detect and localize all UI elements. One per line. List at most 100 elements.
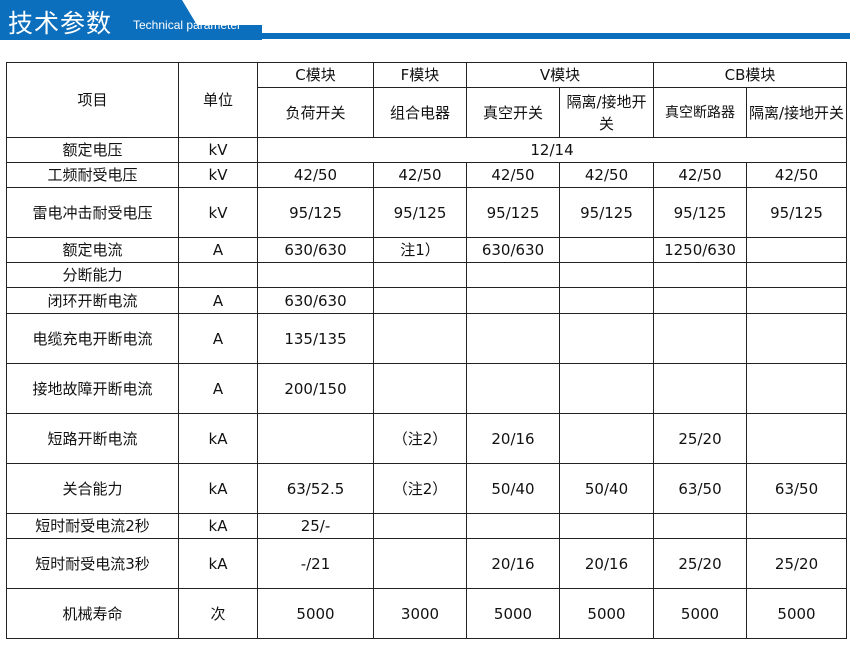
row-label: 短时耐受电流2秒 xyxy=(6,513,179,539)
row-value xyxy=(558,262,655,288)
row-value: 25/20 xyxy=(653,413,748,464)
header-unit: 单位 xyxy=(178,62,258,138)
row-value xyxy=(653,287,748,314)
row-value xyxy=(257,413,374,464)
row-value: 95/125 xyxy=(373,187,467,238)
row-label: 电缆充电开断电流 xyxy=(6,313,179,364)
row-label: 额定电压 xyxy=(6,137,179,163)
row-value xyxy=(653,363,748,414)
group-cb: CB模块 xyxy=(653,62,848,88)
group-c: C模块 xyxy=(257,62,374,88)
row-value: 5000 xyxy=(466,588,560,639)
row-value xyxy=(746,262,848,288)
row-value: 630/630 xyxy=(257,237,374,263)
row-unit: A xyxy=(178,287,258,314)
row-value xyxy=(466,513,560,539)
row-label: 额定电流 xyxy=(6,237,179,263)
row-value: 95/125 xyxy=(466,187,560,238)
row-value: 5000 xyxy=(653,588,748,639)
row-value: 42/50 xyxy=(257,162,374,188)
row-value xyxy=(373,262,467,288)
row-value: 50/40 xyxy=(558,463,655,514)
row-unit: kV xyxy=(178,187,258,238)
row-label: 分断能力 xyxy=(6,262,179,288)
row-value: 3000 xyxy=(373,588,467,639)
row-value xyxy=(746,413,848,464)
row-value: （注2） xyxy=(373,413,467,464)
row-value xyxy=(558,513,655,539)
row-value: 95/125 xyxy=(558,187,655,238)
row-value xyxy=(466,313,560,364)
row-value: 630/630 xyxy=(466,237,560,263)
row-value: 42/50 xyxy=(558,162,655,188)
row-unit: A xyxy=(178,363,258,414)
row-value xyxy=(257,262,374,288)
row-value: 63/52.5 xyxy=(257,463,374,514)
row-value: 25/20 xyxy=(746,538,848,589)
row-value xyxy=(746,287,848,314)
row-value: 5000 xyxy=(558,588,655,639)
table-row: 分断能力 xyxy=(6,262,848,288)
row-label: 闭环开断电流 xyxy=(6,287,179,314)
row-value xyxy=(558,237,655,263)
row-value: 50/40 xyxy=(466,463,560,514)
row-value: 20/16 xyxy=(466,538,560,589)
row-value: 200/150 xyxy=(257,363,374,414)
table-row: 电缆充电开断电流 A 135/135 xyxy=(6,313,848,364)
row-unit: 次 xyxy=(178,588,258,639)
sub-header: 隔离/接地开关 xyxy=(746,87,848,138)
sub-header: 组合电器 xyxy=(373,87,467,138)
row-value xyxy=(558,313,655,364)
row-value xyxy=(653,262,748,288)
row-label: 接地故障开断电流 xyxy=(6,363,179,414)
table-row: 接地故障开断电流 A 200/150 xyxy=(6,363,848,414)
row-value xyxy=(746,237,848,263)
row-value: 25/20 xyxy=(653,538,748,589)
row-unit: A xyxy=(178,237,258,263)
row-unit: kA xyxy=(178,513,258,539)
row-value: 63/50 xyxy=(746,463,848,514)
row-value: 42/50 xyxy=(746,162,848,188)
parameter-table: 项目 单位 C模块 F模块 V模块 CB模块 负荷开关 组合电器 真空开关 隔离… xyxy=(6,62,848,639)
row-value: 5000 xyxy=(257,588,374,639)
row-value xyxy=(373,513,467,539)
section-header: 技术参数 Technical parameter xyxy=(0,0,850,40)
table-row: 短时耐受电流2秒 kA 25/- xyxy=(6,513,848,539)
sub-header: 真空断路器 xyxy=(653,87,748,138)
row-label: 机械寿命 xyxy=(6,588,179,639)
section-subtitle: Technical parameter xyxy=(133,18,242,32)
table-row: 短时耐受电流3秒 kA -/21 20/16 20/16 25/20 25/20 xyxy=(6,538,848,589)
row-value xyxy=(373,363,467,414)
row-value xyxy=(466,262,560,288)
row-label: 短时耐受电流3秒 xyxy=(6,538,179,589)
table-row: 雷电冲击耐受电压 kV 95/125 95/125 95/125 95/125 95/125… xyxy=(6,187,848,238)
row-value: 135/135 xyxy=(257,313,374,364)
row-value: 95/125 xyxy=(653,187,748,238)
row-value xyxy=(746,513,848,539)
row-value xyxy=(746,313,848,364)
section-title: 技术参数 xyxy=(8,9,113,38)
row-value: 42/50 xyxy=(653,162,748,188)
row-value: -/21 xyxy=(257,538,374,589)
group-f: F模块 xyxy=(373,62,467,88)
row-value: （注2） xyxy=(373,463,467,514)
sub-header: 隔离/接地开关 xyxy=(558,87,655,138)
table-row: 关合能力 kA 63/52.5 （注2） 50/40 50/40 63/50 63/50 xyxy=(6,463,848,514)
row-unit xyxy=(178,262,258,288)
row-value: 12/14 xyxy=(256,137,848,163)
row-value xyxy=(558,287,655,314)
sub-header: 真空开关 xyxy=(466,87,560,138)
row-value xyxy=(558,413,655,464)
row-value: 1250/630 xyxy=(653,237,748,263)
row-unit: kV xyxy=(178,162,258,188)
group-v: V模块 xyxy=(465,62,655,88)
row-label: 短路开断电流 xyxy=(6,413,179,464)
row-value: 5000 xyxy=(746,588,848,639)
row-value: 63/50 xyxy=(653,463,748,514)
row-label: 工频耐受电压 xyxy=(6,162,179,188)
row-value: 42/50 xyxy=(373,162,467,188)
row-value xyxy=(653,513,748,539)
row-value xyxy=(466,287,560,314)
row-value: 95/125 xyxy=(257,187,374,238)
row-unit: kA xyxy=(178,463,258,514)
